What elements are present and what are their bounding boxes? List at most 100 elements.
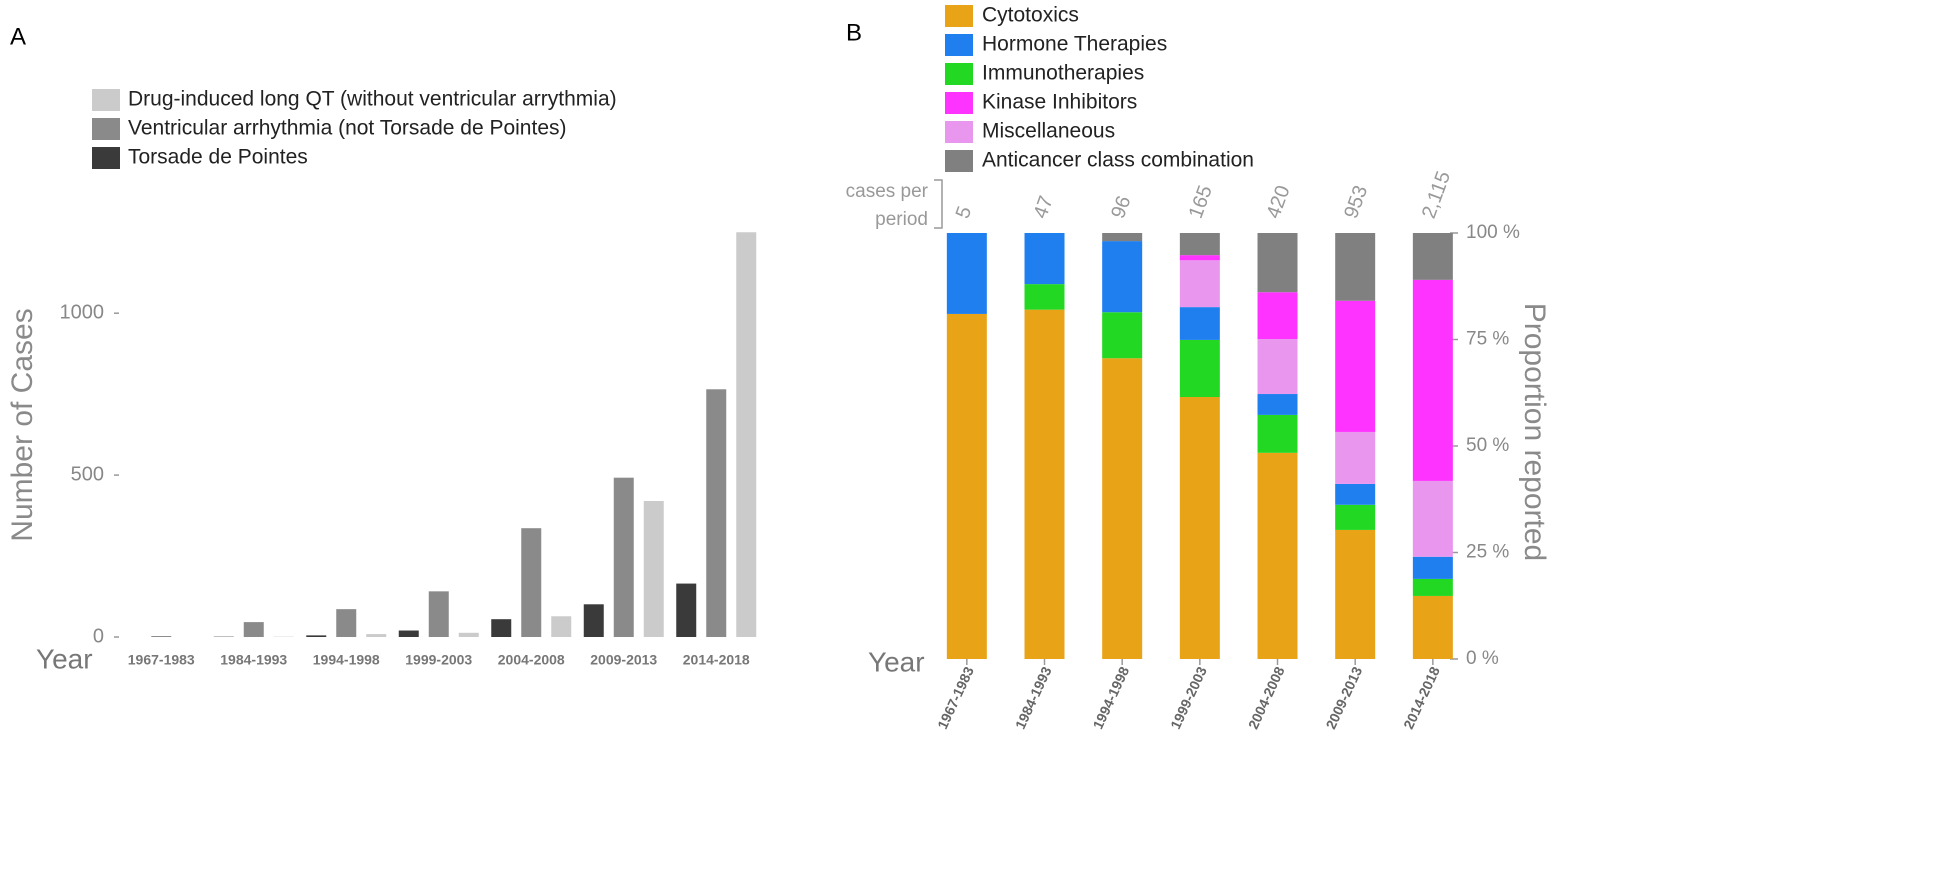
bar-segment	[1412, 595, 1453, 659]
legend-label: Immunotherapies	[982, 62, 1144, 85]
bar-segment	[1257, 292, 1298, 340]
y-tick-label: 25 %	[1466, 542, 1509, 563]
bar-segment	[1335, 483, 1376, 505]
bar-segment	[1179, 397, 1220, 659]
cases-value: 165	[1185, 183, 1217, 222]
x-tick-label: 1967-1983	[128, 652, 195, 668]
cases-bracket	[934, 179, 943, 229]
bar-segment	[1102, 233, 1143, 242]
bar-segment	[1024, 284, 1065, 310]
bar-segment	[1179, 233, 1220, 256]
y-axis-title: Number of Cases	[6, 308, 39, 541]
legend-label: Drug-induced long QT (without ventricula…	[128, 88, 617, 111]
cases-value: 420	[1263, 183, 1295, 222]
bar	[306, 635, 327, 637]
bar	[428, 591, 449, 637]
cases-label: period	[875, 209, 928, 230]
x-tick-label: 1994-1998	[1089, 664, 1132, 732]
x-tick-label: 1999-2003	[1167, 664, 1210, 732]
bar	[676, 583, 697, 637]
bar-segment	[1179, 339, 1220, 398]
x-tick-label: 2004-2008	[498, 652, 565, 668]
bar	[736, 232, 757, 637]
x-tick-label: 1967-1983	[934, 664, 977, 732]
bar	[458, 632, 479, 637]
legend-swatch	[945, 63, 973, 85]
x-tick-label: 2014-2018	[1400, 664, 1443, 732]
bar	[551, 616, 572, 637]
bar	[243, 622, 264, 637]
bar-segment	[1257, 339, 1298, 395]
cases-label: cases per	[846, 181, 929, 202]
y-tick-label: 500	[71, 463, 104, 485]
bar	[151, 636, 172, 637]
bar-segment	[1412, 279, 1453, 481]
legend-swatch	[945, 150, 973, 172]
x-tick-label: 1994-1998	[313, 652, 380, 668]
bar	[398, 630, 419, 637]
cases-value: 2,115	[1418, 168, 1455, 221]
legend-label: Torsade de Pointes	[128, 146, 308, 169]
x-tick-label: 1984-1993	[1012, 664, 1055, 732]
bar-segment	[1412, 556, 1453, 579]
bar-segment	[1102, 312, 1143, 359]
legend-label: Kinase Inhibitors	[982, 91, 1137, 114]
bar	[336, 609, 357, 637]
x-tick-label: 2014-2018	[683, 652, 750, 668]
panel-label: B	[846, 19, 862, 46]
bar-segment	[1335, 431, 1376, 484]
y-tick-label: 0	[93, 625, 104, 647]
bar-segment	[946, 313, 987, 659]
bar-segment	[1257, 233, 1298, 293]
bar	[491, 619, 512, 637]
bar	[366, 634, 387, 637]
legend-swatch	[92, 118, 120, 140]
y-tick-label: 0 %	[1466, 648, 1499, 669]
x-axis-title: Year	[36, 643, 93, 674]
legend-label: Miscellaneous	[982, 120, 1115, 143]
legend-swatch	[945, 92, 973, 114]
bar-segment	[1335, 504, 1376, 530]
bar-segment	[1335, 529, 1376, 659]
bar	[706, 389, 727, 637]
bar-segment	[946, 233, 987, 314]
bar-segment	[1102, 241, 1143, 313]
x-tick-label: 1999-2003	[405, 652, 472, 668]
bar-segment	[1257, 452, 1298, 659]
bar-segment	[1102, 358, 1143, 659]
legend-swatch	[945, 5, 973, 27]
legend-label: Ventricular arrhythmia (not Torsade de P…	[128, 117, 567, 140]
cases-value: 96	[1107, 193, 1135, 221]
bar	[613, 477, 634, 637]
bar-segment	[1335, 233, 1376, 301]
bar	[583, 604, 604, 637]
y-tick-label: 50 %	[1466, 435, 1509, 456]
x-tick-label: 1984-1993	[220, 652, 287, 668]
bar-segment	[1179, 260, 1220, 308]
bar-segment	[1335, 300, 1376, 432]
x-axis-title: Year	[868, 646, 925, 677]
x-tick-label: 2009-2013	[1322, 664, 1365, 732]
x-tick-label: 2004-2008	[1245, 664, 1288, 732]
bar	[643, 501, 664, 637]
y-axis-title: Proportion reported	[1518, 303, 1551, 562]
bar	[521, 528, 542, 637]
cases-value: 5	[952, 204, 976, 222]
bar-segment	[1179, 307, 1220, 340]
legend-swatch	[945, 34, 973, 56]
legend-label: Hormone Therapies	[982, 33, 1167, 56]
legend-swatch	[92, 89, 120, 111]
bar-segment	[1257, 414, 1298, 453]
bar-segment	[1179, 255, 1220, 261]
cases-value: 47	[1029, 193, 1057, 221]
bar-segment	[1024, 309, 1065, 659]
legend-label: Cytotoxics	[982, 4, 1079, 27]
legend-swatch	[92, 147, 120, 169]
x-tick-label: 2009-2013	[590, 652, 657, 668]
panel-label: A	[10, 23, 26, 50]
y-tick-label: 75 %	[1466, 329, 1509, 350]
bar-segment	[1412, 233, 1453, 280]
cases-value: 953	[1340, 183, 1372, 222]
